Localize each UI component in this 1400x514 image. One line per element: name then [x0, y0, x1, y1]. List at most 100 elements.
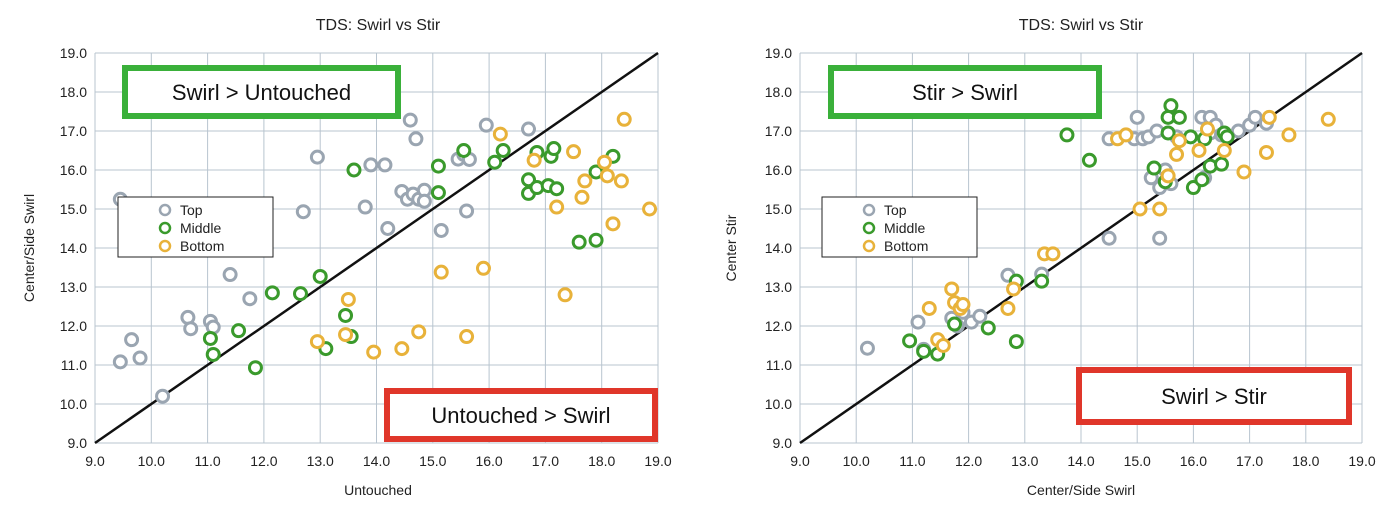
y-tick-label: 17.0	[765, 123, 792, 139]
x-tick-label: 17.0	[1236, 453, 1263, 469]
data-point-top	[242, 291, 258, 307]
data-point-top	[402, 112, 418, 128]
x-tick-label: 13.0	[1011, 453, 1038, 469]
data-point-top	[1230, 123, 1246, 139]
data-point-bottom	[1261, 109, 1277, 125]
x-tick-label: 16.0	[475, 453, 502, 469]
data-point-bottom	[1171, 133, 1187, 149]
data-point-bottom	[1152, 201, 1168, 217]
data-point-top	[363, 157, 379, 173]
data-point-bottom	[492, 126, 508, 142]
series-bottom	[309, 111, 658, 360]
data-point-bottom	[1000, 300, 1016, 316]
x-tick-label: 13.0	[307, 453, 334, 469]
data-point-top	[183, 321, 199, 337]
data-point-bottom	[1169, 146, 1185, 162]
data-point-top	[408, 131, 424, 147]
x-tick-label: 11.0	[194, 453, 220, 469]
legend-marker-top	[862, 203, 876, 217]
data-point-top	[295, 204, 311, 220]
y-axis-label: Center Stir	[723, 214, 739, 281]
data-point-middle	[346, 162, 362, 178]
x-tick-label: 18.0	[588, 453, 615, 469]
data-point-middle	[205, 346, 221, 362]
x-tick-label: 19.0	[644, 453, 671, 469]
data-point-top	[1129, 109, 1145, 125]
data-point-top	[155, 388, 171, 404]
data-point-top	[222, 267, 238, 283]
y-tick-label: 14.0	[60, 240, 87, 256]
x-tick-label: 10.0	[138, 453, 165, 469]
data-point-top	[357, 199, 373, 215]
data-point-bottom	[597, 154, 613, 170]
data-point-middle	[1146, 160, 1162, 176]
x-axis-label: Center/Side Swirl	[1027, 482, 1135, 498]
data-point-bottom	[309, 334, 325, 350]
scatter-chart-left: TDS: Swirl vs Stir 9.0 10.0 11.0 12.0 13.0 14.…	[21, 17, 672, 498]
annotation-text: Untouched > Swirl	[431, 403, 610, 428]
data-point-middle	[1081, 152, 1097, 168]
x-tick-label: 12.0	[955, 453, 982, 469]
y-tick-label: 12.0	[60, 318, 87, 334]
legend-label-top: Top	[180, 202, 203, 218]
data-point-middle	[1008, 334, 1024, 350]
data-point-middle	[1059, 127, 1075, 143]
data-point-bottom	[613, 173, 629, 189]
data-point-bottom	[366, 344, 382, 360]
data-point-middle	[571, 234, 587, 250]
y-tick-label: 11.0	[766, 357, 792, 373]
data-point-bottom	[566, 144, 582, 160]
data-point-top	[112, 354, 128, 370]
data-point-top	[1101, 230, 1117, 246]
annotation-text: Swirl > Untouched	[172, 80, 351, 105]
data-point-middle	[247, 360, 263, 376]
data-point-bottom	[616, 111, 632, 127]
series-middle	[202, 141, 621, 376]
data-point-bottom	[605, 216, 621, 232]
data-point-bottom	[1118, 127, 1134, 143]
legend-marker-top	[158, 203, 172, 217]
data-point-top	[132, 350, 148, 366]
data-point-bottom	[1199, 121, 1215, 137]
data-point-top	[459, 203, 475, 219]
data-point-top	[124, 332, 140, 348]
data-point-top	[377, 157, 393, 173]
y-tick-label: 12.0	[765, 318, 792, 334]
y-tick-label: 16.0	[765, 162, 792, 178]
data-point-middle	[916, 343, 932, 359]
chart-panel-right: TDS: Swirl vs Stir 9.0 10.0 11.0 12.0 13.0 14.…	[700, 0, 1400, 514]
data-point-bottom	[411, 324, 427, 340]
data-point-middle	[980, 320, 996, 336]
data-point-middle	[947, 316, 963, 332]
data-point-middle	[202, 330, 218, 346]
data-point-bottom	[1236, 164, 1252, 180]
y-axis-label: Center/Side Swirl	[21, 194, 37, 302]
data-point-top	[910, 314, 926, 330]
data-point-middle	[1194, 172, 1210, 188]
x-tick-label: 18.0	[1292, 453, 1319, 469]
annotation-box-green	[828, 65, 1102, 119]
legend: Top Middle Bottom	[117, 196, 274, 258]
data-point-middle	[1219, 129, 1235, 145]
legend-marker-middle	[158, 221, 172, 235]
data-point-top	[416, 193, 432, 209]
data-point-middle	[588, 232, 604, 248]
data-point-middle	[1034, 273, 1050, 289]
data-point-bottom	[1258, 144, 1274, 160]
x-tick-label: 12.0	[250, 453, 277, 469]
data-point-middle	[487, 154, 503, 170]
x-tick-label: 15.0	[1124, 453, 1151, 469]
legend-box	[117, 196, 274, 258]
data-point-top	[1247, 109, 1263, 125]
annotation-text: Swirl > Stir	[1161, 384, 1267, 409]
data-point-bottom	[935, 338, 951, 353]
data-point-middle	[1214, 156, 1229, 172]
x-tick-label: 17.0	[532, 453, 559, 469]
data-point-top	[309, 149, 325, 165]
y-tick-label: 19.0	[765, 45, 792, 61]
legend-label-top: Top	[884, 202, 907, 218]
data-point-bottom	[1191, 143, 1207, 158]
x-axis-label: Untouched	[344, 482, 412, 498]
data-point-top	[478, 117, 494, 133]
data-point-middle	[264, 285, 280, 301]
